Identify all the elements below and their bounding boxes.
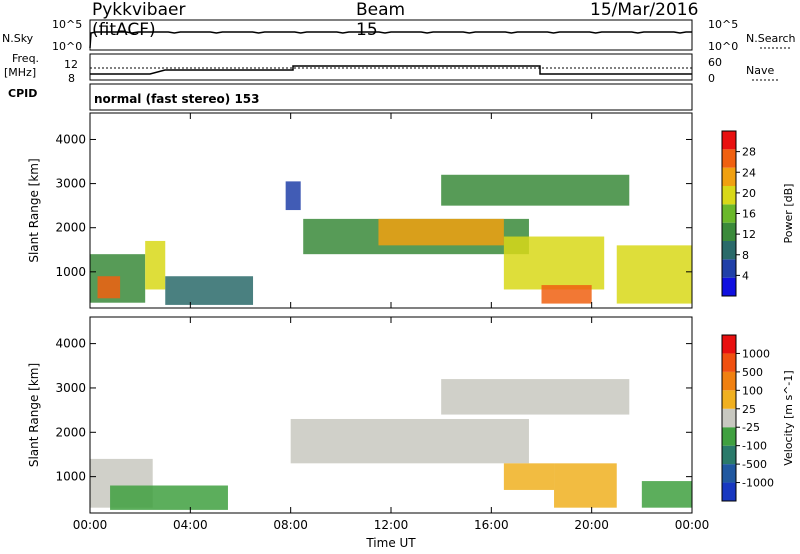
colorbar-swatch-1-2 [722, 445, 736, 465]
data-region-1-4 [503, 463, 555, 490]
y-tick-label-1-0: 1000 [55, 470, 86, 484]
x-tick-label-2: 08:00 [273, 518, 308, 532]
cpid-frame [89, 83, 693, 111]
colorbar-tick-label-1-0: 1000 [742, 347, 770, 360]
freq-tick-bottom: 8 [68, 72, 75, 85]
freq-line [90, 65, 692, 75]
data-region-0-10 [616, 245, 692, 304]
nave-label: Nave [746, 64, 775, 77]
cpid-text: normal (fast stereo) 153 [94, 92, 260, 106]
freq-frame [89, 53, 693, 81]
colorbar-label-1: Velocity [m s^-1] [782, 370, 795, 465]
power-panel [89, 112, 740, 309]
data-region-1-5 [554, 463, 617, 508]
colorbar-swatch-0-0 [722, 277, 736, 296]
beam-title: Beam 15 [356, 0, 406, 40]
y-axis-label-0: Slant Range [km] [27, 158, 41, 262]
station-title: Pykkvibaer (fitACF) [92, 0, 186, 40]
y-axis-label-1: Slant Range [km] [27, 363, 41, 467]
colorbar-tick-label-1-2: 100 [742, 384, 763, 397]
nsearch-tick-top: 10^5 [708, 18, 739, 31]
colorbar-tick-label-1-6: -500 [742, 458, 767, 471]
colorbar-swatch-1-0 [722, 482, 736, 501]
x-tick-label-5: 20:00 [574, 518, 609, 532]
colorbar-tick-label-1-3: 25 [742, 403, 756, 416]
nave-tick-bottom: 0 [708, 72, 715, 85]
colorbar-swatch-1-6 [722, 371, 736, 391]
nsky-label: N.Sky [2, 32, 34, 45]
nsearch-tick-bottom: 10^0 [708, 40, 739, 53]
colorbar-swatch-0-6 [722, 167, 736, 186]
freq-tick-top: 12 [64, 58, 78, 71]
nsky-line [89, 31, 692, 49]
colorbar-tick-label-1-4: -25 [742, 421, 760, 434]
data-region-0-6 [378, 218, 504, 246]
nsearch-label: N.Search [746, 32, 796, 45]
colorbar-tick-label-0-1: 8 [742, 249, 749, 262]
y-tick-label-1-2: 3000 [55, 381, 86, 395]
x-tick-label-1: 04:00 [173, 518, 208, 532]
colorbar-tick-label-1-1: 500 [742, 366, 763, 379]
colorbar-swatch-0-2 [722, 241, 736, 260]
colorbar-swatch-1-8 [722, 335, 736, 354]
colorbar-swatch-1-7 [722, 353, 736, 372]
velocity-panel [89, 316, 740, 514]
data-region-0-3 [165, 276, 254, 305]
colorbar-tick-label-0-0: 4 [742, 269, 749, 282]
freq-label: Freq. [12, 52, 40, 65]
cpid-label: CPID [8, 87, 38, 100]
y-tick-label-0-0: 1000 [55, 265, 86, 279]
colorbar-tick-label-0-4: 20 [742, 187, 756, 200]
data-region-1-1 [110, 485, 228, 510]
y-tick-label-1-1: 2000 [55, 425, 86, 439]
y-tick-label-0-2: 3000 [55, 177, 86, 191]
freq-unit-label: [MHz] [4, 66, 37, 79]
nave-tick-top: 60 [708, 56, 722, 69]
colorbar-frame-1 [721, 334, 737, 502]
x-tick-label-0: 00:00 [73, 518, 108, 532]
data-region-0-2 [145, 240, 166, 290]
colorbar-swatch-0-1 [722, 259, 736, 278]
y-tick-label-0-3: 4000 [55, 132, 86, 146]
data-region-0-9 [541, 285, 592, 304]
colorbar-swatch-0-8 [722, 131, 736, 150]
y-tick-label-1-3: 4000 [55, 337, 86, 351]
data-region-1-6 [641, 481, 692, 508]
colorbar-swatch-1-3 [722, 427, 736, 446]
colorbar-swatch-1-1 [722, 464, 736, 483]
colorbar-tick-label-0-6: 28 [742, 146, 756, 159]
colorbar-swatch-0-5 [722, 186, 736, 205]
data-region-0-1 [97, 276, 121, 299]
colorbar-swatch-1-5 [722, 390, 736, 409]
colorbar-swatch-0-7 [722, 149, 736, 168]
data-region-0-8 [503, 236, 605, 290]
colorbar-swatch-0-4 [722, 204, 736, 223]
nsky-tick-top: 10^5 [52, 18, 83, 31]
date-title: 15/Mar/2016 [590, 0, 699, 20]
x-axis-label: Time UT [365, 536, 416, 550]
colorbar-tick-label-1-5: -100 [742, 440, 767, 453]
data-region-0-4 [285, 181, 301, 211]
nsky-tick-bottom: 10^0 [52, 40, 83, 53]
colorbar-tick-label-0-5: 24 [742, 166, 756, 179]
data-region-1-3 [441, 379, 630, 415]
colorbar-label-0: Power [dB] [782, 184, 795, 244]
colorbar-tick-label-0-2: 12 [742, 228, 756, 241]
x-tick-label-6: 00:00 [675, 518, 710, 532]
data-region-1-2 [290, 418, 529, 464]
colorbar-tick-label-1-7: -1000 [742, 477, 774, 490]
colorbar-swatch-0-3 [722, 222, 736, 241]
x-tick-label-4: 16:00 [474, 518, 509, 532]
x-tick-label-3: 12:00 [374, 518, 409, 532]
nsky-frame [89, 19, 693, 51]
data-region-0-7 [441, 174, 630, 206]
y-tick-label-0-1: 2000 [55, 221, 86, 235]
colorbar-swatch-1-4 [722, 408, 736, 428]
colorbar-tick-label-0-3: 16 [742, 208, 756, 221]
